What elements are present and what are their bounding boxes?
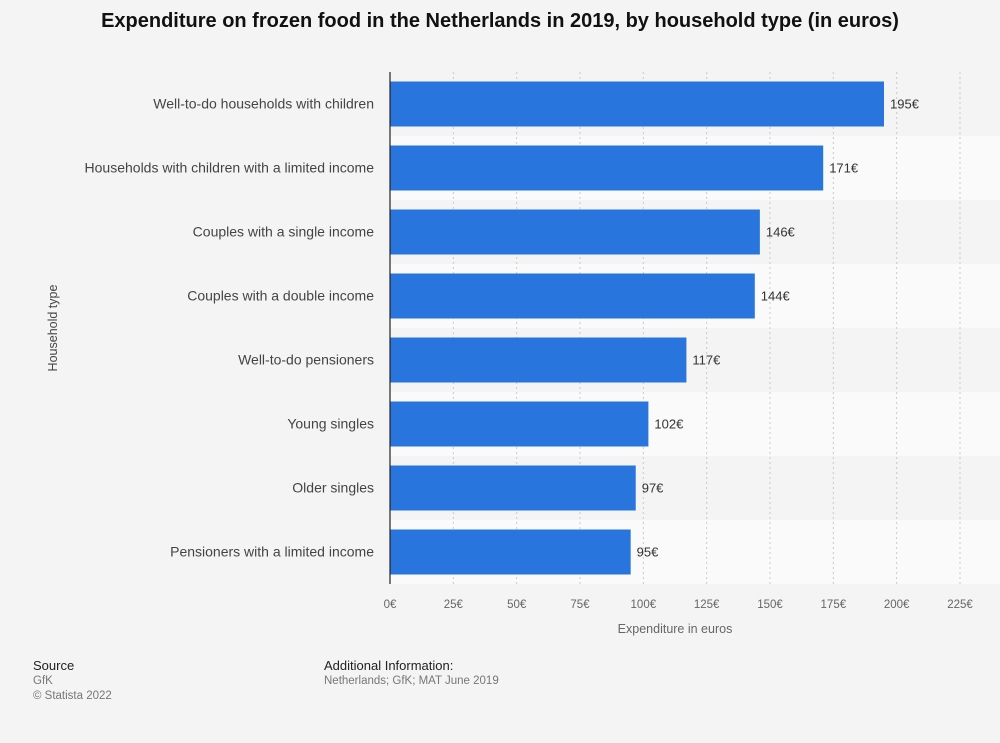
category-label: Pensioners with a limited income (170, 544, 374, 560)
value-labels: 195€ 171€ 146€ 144€ 117€ 102€ 97€ 95€ (637, 97, 920, 560)
bar[interactable] (390, 209, 760, 255)
x-tick-label: 125€ (694, 599, 720, 611)
x-tick-label: 25€ (444, 599, 464, 611)
value-label: 102€ (654, 417, 684, 432)
bar[interactable] (390, 273, 755, 319)
x-tick-label: 0€ (384, 599, 397, 611)
category-label: Well-to-do pensioners (238, 352, 374, 368)
bar[interactable] (390, 145, 824, 191)
x-tick-label: 200€ (884, 599, 910, 611)
x-tick-label: 50€ (507, 599, 527, 611)
y-axis-title: Household type (46, 285, 60, 372)
category-label: Young singles (287, 416, 374, 432)
bars (390, 81, 884, 575)
bar[interactable] (390, 529, 631, 575)
value-label: 95€ (637, 545, 659, 560)
category-label: Older singles (292, 480, 374, 496)
x-tick-label: 225€ (947, 599, 973, 611)
x-tick-label: 75€ (570, 599, 590, 611)
source-heading: Source (33, 658, 75, 673)
bar[interactable] (390, 401, 649, 447)
x-tick-labels: 0€ 25€ 50€ 75€ 100€ 125€ 150€ 175€ 200€ 225€ (384, 599, 974, 611)
x-axis-title: Expenditure in euros (618, 622, 733, 636)
source-line-1: GfK (33, 675, 53, 687)
category-label: Couples with a single income (193, 224, 375, 240)
source-line-2: © Statista 2022 (33, 690, 112, 702)
additional-info-heading: Additional Information: (324, 658, 454, 673)
bar[interactable] (390, 337, 687, 383)
x-tick-label: 100€ (631, 599, 657, 611)
value-label: 144€ (761, 289, 791, 304)
value-label: 171€ (829, 161, 859, 176)
category-label: Well-to-do households with children (153, 96, 374, 112)
additional-info-block: Additional Information: Netherlands; GfK… (324, 658, 499, 690)
category-labels: Well-to-do households with children House… (85, 96, 375, 560)
value-label: 97€ (642, 481, 664, 496)
bar[interactable] (390, 81, 884, 127)
category-label: Couples with a double income (187, 288, 374, 304)
additional-info-text: Netherlands; GfK; MAT June 2019 (324, 675, 499, 687)
value-label: 195€ (890, 97, 920, 112)
x-tick-label: 175€ (821, 599, 847, 611)
value-label: 117€ (692, 353, 721, 368)
value-label: 146€ (766, 225, 796, 240)
category-label: Households with children with a limited … (85, 160, 375, 176)
bar[interactable] (390, 465, 636, 511)
chart-title: Expenditure on frozen food in the Nether… (101, 10, 899, 32)
source-block: Source GfK © Statista 2022 (33, 658, 112, 705)
x-tick-label: 150€ (757, 599, 783, 611)
